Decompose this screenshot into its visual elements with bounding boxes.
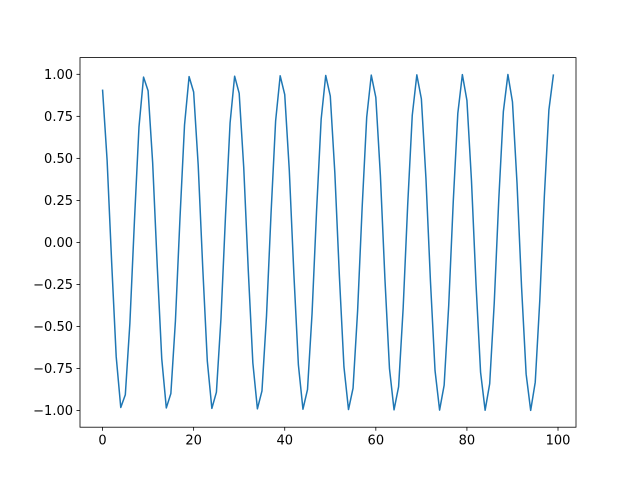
y-axis: 1.00 0.75 0.50 0.25 0.00 −0.25 −0.50 −0.75 −1.00 — [33, 68, 80, 419]
x-tick-label: 20 — [185, 434, 202, 449]
x-axis: 0 20 40 60 80 100 — [98, 427, 570, 449]
y-tick-label: 1.00 — [44, 68, 73, 83]
sine-line — [101, 73, 555, 412]
axes-spines — [79, 57, 577, 428]
x-tick-label: 0 — [98, 434, 106, 449]
y-tick-label: 0.75 — [44, 110, 73, 125]
y-tick-label: 0.25 — [44, 194, 73, 209]
axes-box — [79, 57, 577, 428]
y-tick-label: −1.00 — [33, 404, 73, 419]
y-tick-label: 0.00 — [44, 236, 73, 251]
plot-line-group — [101, 73, 555, 412]
x-tick-label: 60 — [368, 434, 385, 449]
x-tick-label: 80 — [459, 434, 476, 449]
y-tick-label: −0.50 — [33, 320, 73, 335]
y-tick-label: 0.50 — [44, 152, 73, 167]
y-tick-label: −0.25 — [33, 278, 73, 293]
y-tick-label: −0.75 — [33, 362, 73, 377]
x-tick-label: 40 — [276, 434, 293, 449]
x-tick-label: 100 — [546, 434, 571, 449]
